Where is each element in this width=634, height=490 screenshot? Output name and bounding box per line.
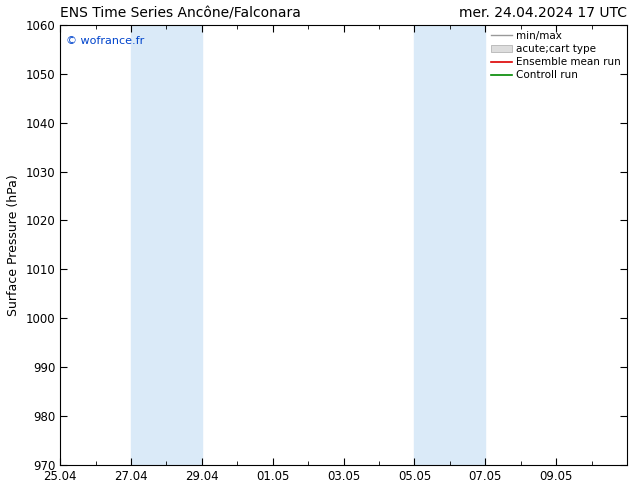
Text: ENS Time Series Ancône/Falconara: ENS Time Series Ancône/Falconara [60, 6, 301, 20]
Legend: min/max, acute;cart type, Ensemble mean run, Controll run: min/max, acute;cart type, Ensemble mean … [487, 27, 625, 84]
Bar [131, 24, 202, 465]
Text: mer. 24.04.2024 17 UTC: mer. 24.04.2024 17 UTC [459, 6, 627, 20]
Y-axis label: Surface Pressure (hPa): Surface Pressure (hPa) [7, 174, 20, 316]
Bar [415, 24, 485, 465]
Text: © wofrance.fr: © wofrance.fr [66, 36, 144, 46]
